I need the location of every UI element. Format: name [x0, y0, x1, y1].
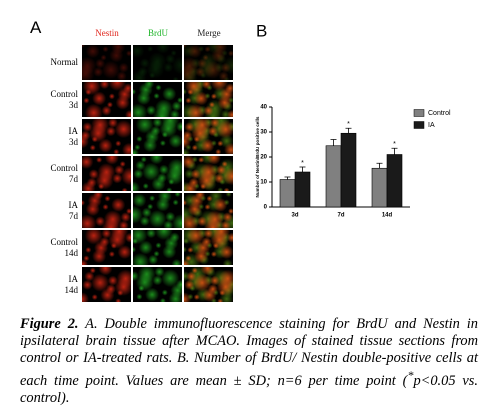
micrograph [133, 119, 182, 154]
y-tick-label: 30 [260, 130, 267, 136]
micrograph [133, 193, 182, 228]
row-label-line: 7d [69, 211, 78, 221]
error-bar [376, 162, 383, 169]
row-label-line: 14d [64, 248, 79, 258]
significance-mark: * [393, 141, 396, 148]
row-label-line: IA [68, 126, 79, 136]
micrograph [82, 156, 131, 191]
error-bar [284, 176, 291, 180]
caption: Figure 2. A. Double immunofluorescence s… [20, 316, 478, 407]
panel-letter: B [256, 21, 267, 40]
error-bar [345, 127, 352, 134]
row-label-line: Control [50, 89, 78, 99]
row-label-line: Normal [50, 57, 79, 67]
x-tick-label: 7d [337, 213, 344, 219]
error-bar [391, 147, 398, 155]
micrograph [184, 82, 233, 117]
error-bar [299, 166, 306, 172]
micrograph [184, 119, 233, 154]
row-label: Normal [20, 57, 79, 68]
bar [386, 154, 403, 208]
chart: B Number of Nestin/BrdU positive cells 0… [255, 21, 451, 219]
bar [371, 167, 388, 208]
panel-letter: A [30, 18, 42, 37]
caption-body: A. Double immunofluorescence staining fo… [20, 316, 478, 389]
bar [340, 132, 357, 208]
bar [279, 179, 296, 208]
row-label-line: IA [68, 200, 79, 210]
y-tick-label: 20 [260, 155, 267, 161]
y-axis-label: Number of Nestin/BrdU positive cells [255, 116, 260, 197]
legend-swatch [413, 109, 425, 117]
y-tick-label: 10 [260, 180, 267, 186]
legend-label: IA [428, 122, 435, 129]
micrograph [133, 267, 182, 302]
micrograph [82, 119, 131, 154]
bar [325, 145, 342, 208]
row-label: IA 14d [20, 274, 79, 296]
y-tick-label: 0 [264, 205, 268, 211]
micrograph [184, 267, 233, 302]
row-label-line: 3d [69, 100, 78, 110]
significance-mark: * [301, 160, 304, 167]
micrograph [133, 82, 182, 117]
micrograph [184, 45, 233, 80]
row-label-line: IA [68, 274, 79, 284]
row-label-line: 14d [64, 285, 79, 295]
micrograph [133, 156, 182, 191]
x-tick-label: 3d [291, 213, 298, 219]
legend-swatch [413, 121, 425, 129]
micrograph [82, 45, 131, 80]
micrograph [133, 45, 182, 80]
x-tick-label: 14d [382, 213, 393, 219]
micrograph [184, 156, 233, 191]
micrograph [82, 193, 131, 228]
y-tick-label: 40 [260, 105, 267, 111]
bar [294, 171, 311, 208]
micrograph [133, 230, 182, 265]
row-label: IA 7d [20, 200, 79, 222]
micrograph [184, 230, 233, 265]
row-label-line: Control [50, 163, 78, 173]
row-label: Control 14d [20, 237, 78, 259]
micrograph [82, 230, 131, 265]
row-label-line: 3d [69, 137, 78, 147]
row-label-line: Control [50, 237, 78, 247]
caption-label: Figure 2. [20, 316, 79, 332]
micrograph [82, 82, 131, 117]
row-label: IA 3d [20, 126, 79, 148]
column-header: BrdU [148, 28, 168, 38]
column-header: Nestin [95, 28, 119, 38]
caption-tail: p<0.05 vs. control). [20, 372, 478, 406]
micrograph [184, 193, 233, 228]
caption-sup: * [407, 368, 414, 382]
legend-label: Control [428, 110, 451, 117]
row-label-line: 7d [69, 174, 78, 184]
error-bar [330, 139, 337, 146]
micrograph [82, 267, 131, 302]
row-label: Control 3d [20, 89, 78, 111]
significance-mark: * [347, 121, 350, 128]
row-label: Control 7d [20, 163, 78, 185]
column-header: Merge [197, 28, 221, 38]
